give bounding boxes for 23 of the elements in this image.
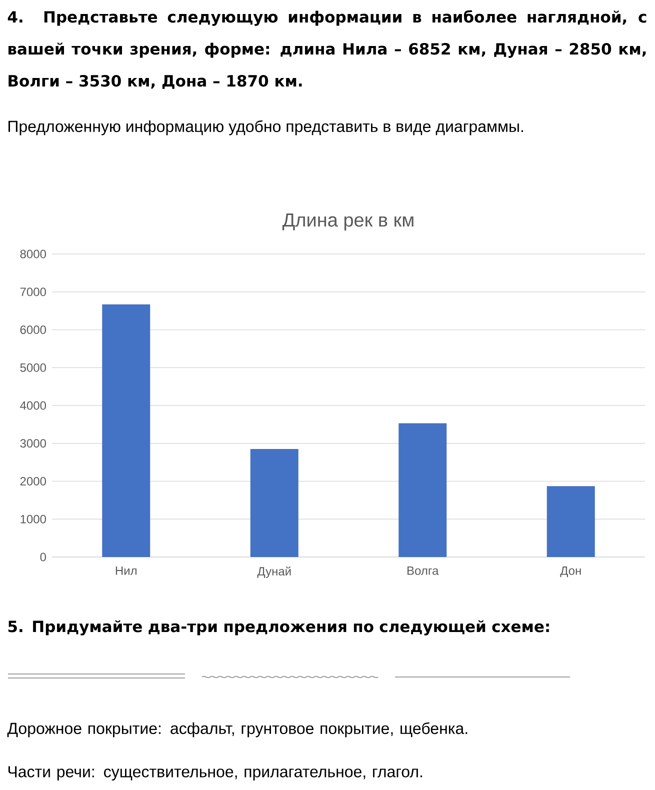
y-tick-label: 3000 bbox=[20, 439, 46, 448]
x-tick-label: Дунай bbox=[257, 566, 291, 578]
y-tick-label: 6000 bbox=[20, 326, 46, 334]
chart-title: Длина рек в км bbox=[282, 213, 414, 230]
y-tick-label: 4000 bbox=[20, 401, 46, 410]
y-tick-label: 2000 bbox=[20, 477, 46, 486]
x-tick-label: Волга bbox=[408, 566, 439, 575]
bar bbox=[398, 423, 447, 557]
text: Части речи: существительное, прилагательное, глагол. bbox=[8, 766, 422, 781]
x-tick-label: Дон bbox=[560, 566, 581, 578]
text: 4. Представьте следующую информации в наиболее наглядной, с вашей точки зрения, форме: длина Нила – 6852 км, Дуная – 2850 км, Волги – 3530 км, Дона – 1870 км. bbox=[8, 10, 646, 89]
bar bbox=[250, 449, 298, 557]
y-tick-label: 8000 bbox=[20, 250, 46, 258]
y-tick-label: 0 bbox=[40, 552, 46, 562]
bar bbox=[546, 486, 595, 557]
y-tick-label: 7000 bbox=[20, 288, 46, 296]
y-tick-label: 1000 bbox=[20, 514, 46, 524]
y-tick-label: 5000 bbox=[20, 363, 46, 372]
text: Предложенную информацию удобно представить в виде диаграммы. bbox=[8, 120, 523, 136]
bar bbox=[102, 304, 150, 557]
text: 5. Придумайте два-три предложения по следующей схеме: bbox=[8, 620, 549, 636]
text: Дорожное покрытие: асфальт, грунтовое покрытие, щебенка. bbox=[7, 722, 468, 738]
x-tick-label: Нил bbox=[116, 566, 136, 575]
